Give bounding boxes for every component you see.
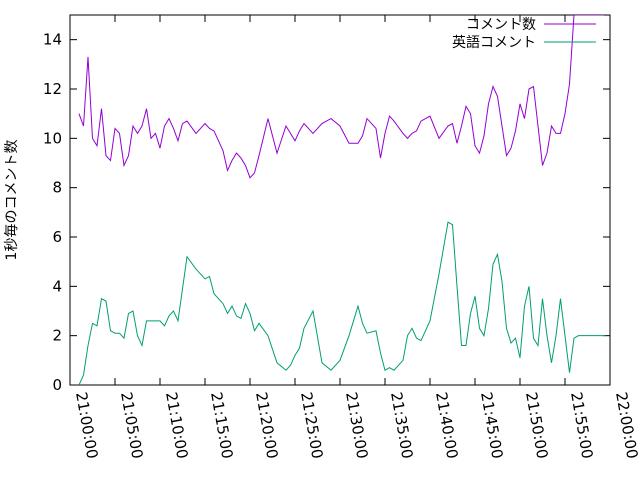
y-tick-label: 0 [52, 376, 62, 394]
x-tick-label: 21:55:00 [567, 391, 596, 460]
x-tick-label: 21:25:00 [297, 391, 326, 460]
x-tick-label: 21:35:00 [387, 391, 416, 460]
x-tick-label: 21:40:00 [432, 391, 461, 460]
series-line-1 [78, 15, 604, 179]
x-tick-label: 21:30:00 [342, 391, 371, 460]
plot-frame [69, 14, 611, 386]
legend-label: コメント数 [466, 17, 536, 33]
x-tick-label: 21:15:00 [207, 391, 236, 460]
x-tick-label: 21:45:00 [477, 391, 506, 460]
x-tick-label: 22:00:00 [612, 391, 640, 460]
series-layer [78, 15, 606, 385]
y-tick-label: 4 [52, 277, 62, 295]
y-tick-label: 10 [43, 129, 62, 147]
y-tick-label: 12 [43, 80, 62, 98]
y-tick-label: 6 [52, 228, 62, 246]
y-tick-label: 14 [43, 31, 62, 49]
y-axis-title: 1秒毎のコメント数 [4, 140, 20, 261]
series-line-2 [78, 221, 606, 385]
x-tick-label: 21:50:00 [522, 391, 551, 460]
y-tick-label: 8 [52, 179, 62, 197]
x-tick-label: 21:20:00 [252, 391, 281, 460]
legend-label: 英語コメント [452, 34, 536, 51]
x-tick-label: 21:10:00 [162, 391, 191, 460]
x-axis: 21:00:00 21:05:00 21:10:00 21:15:00 21:20:00… [69, 15, 640, 460]
x-tick-label: 21:00:00 [72, 391, 101, 460]
y-axis: 0 2 4 6 8 10 12 14 [43, 31, 610, 394]
x-tick-label: 21:05:00 [117, 391, 146, 460]
y-tick-label: 2 [52, 327, 62, 345]
